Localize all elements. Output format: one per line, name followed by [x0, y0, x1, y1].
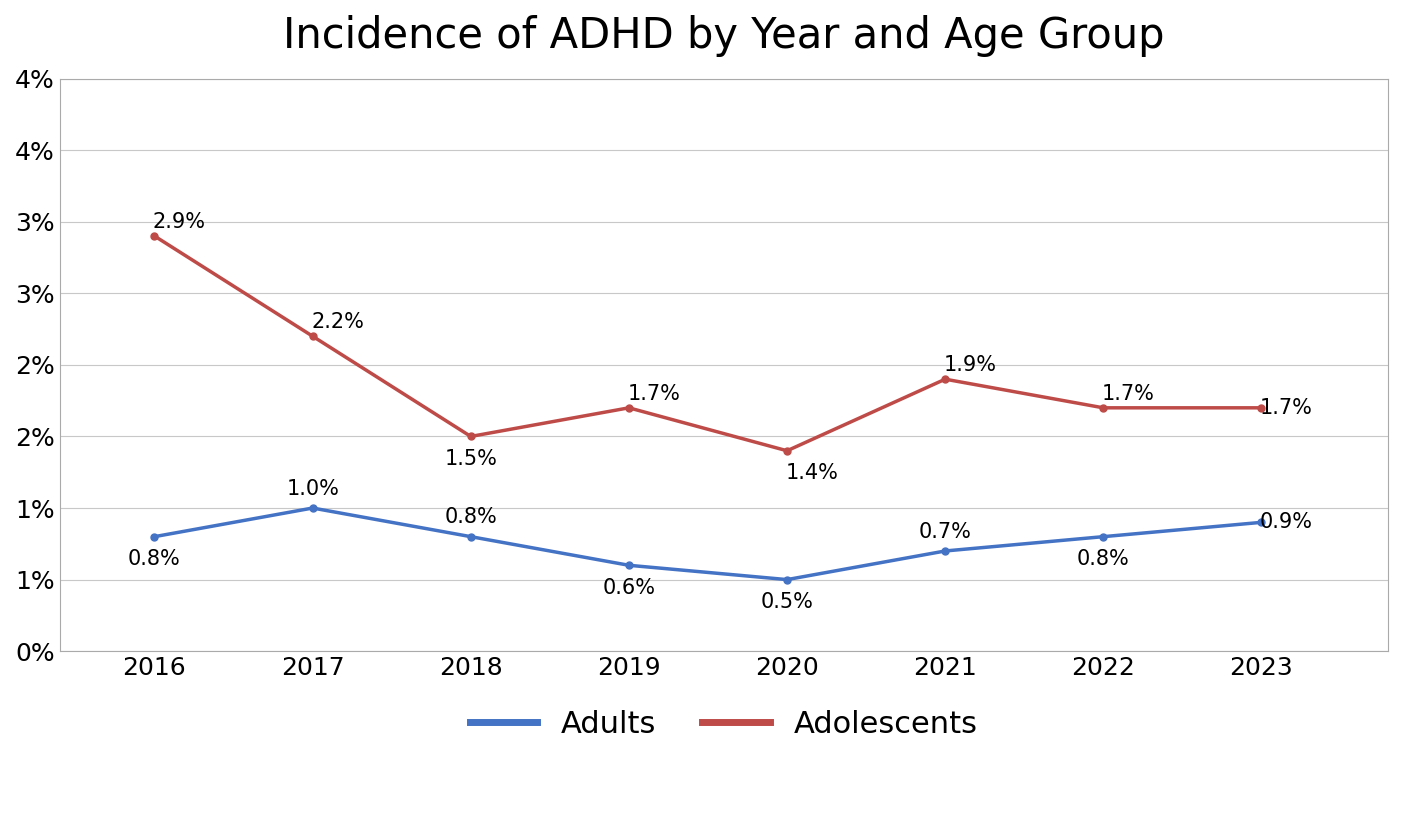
Adults: [620, 561, 637, 571]
Text: 1.7%: 1.7%: [1260, 398, 1313, 418]
Adolescents: [937, 374, 954, 384]
Adults: [937, 546, 954, 556]
Line: Adults: Adults: [152, 505, 1266, 583]
Adolescents: [1253, 403, 1270, 413]
Adolescents: [146, 231, 163, 241]
Text: 0.8%: 0.8%: [445, 507, 497, 527]
Text: 2.2%: 2.2%: [311, 312, 363, 332]
Text: 0.8%: 0.8%: [1078, 549, 1129, 569]
Text: 1.7%: 1.7%: [627, 384, 680, 404]
Text: 0.7%: 0.7%: [919, 521, 972, 541]
Text: 0.5%: 0.5%: [760, 591, 814, 611]
Adolescents: [463, 431, 480, 441]
Adolescents: [620, 403, 637, 413]
Text: 0.8%: 0.8%: [128, 549, 181, 569]
Adolescents: [779, 446, 796, 456]
Text: 1.9%: 1.9%: [944, 356, 996, 376]
Text: 0.9%: 0.9%: [1260, 512, 1313, 532]
Text: 0.6%: 0.6%: [602, 577, 655, 597]
Adults: [463, 531, 480, 541]
Title: Incidence of ADHD by Year and Age Group: Incidence of ADHD by Year and Age Group: [283, 15, 1164, 57]
Adults: [146, 531, 163, 541]
Adults: [1253, 517, 1270, 527]
Legend: Adults, Adolescents: Adults, Adolescents: [470, 710, 978, 739]
Adolescents: [1094, 403, 1111, 413]
Text: 1.5%: 1.5%: [445, 449, 497, 469]
Line: Adolescents: Adolescents: [152, 232, 1266, 454]
Text: 1.0%: 1.0%: [286, 479, 340, 499]
Text: 2.9%: 2.9%: [153, 212, 206, 232]
Adolescents: [304, 332, 321, 342]
Text: 1.4%: 1.4%: [786, 463, 839, 483]
Adults: [1094, 531, 1111, 541]
Adults: [304, 503, 321, 513]
Text: 1.7%: 1.7%: [1101, 384, 1155, 404]
Adults: [779, 575, 796, 585]
